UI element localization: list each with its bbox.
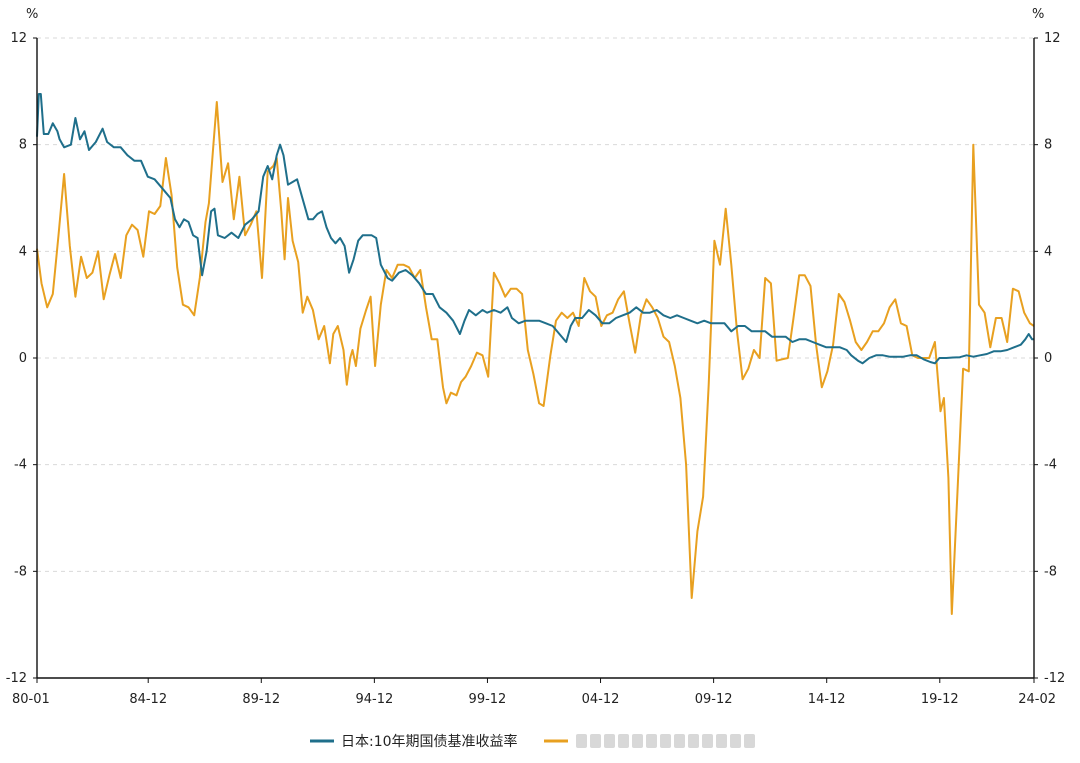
x-tick-label: 09-12 [695,692,733,707]
obscured-char [576,734,587,748]
legend-item-series-2 [544,734,755,748]
right-y-tick-label: 12 [1044,31,1061,46]
legend-label-series-2-obscured [576,734,755,748]
series-line-2 [36,101,1035,615]
right-y-tick-label: 4 [1044,244,1052,259]
obscured-char [604,734,615,748]
x-tick-label: 99-12 [469,692,507,707]
obscured-char [632,734,643,748]
right-y-tick-label: -4 [1044,458,1057,473]
x-tick-label: 94-12 [355,692,393,707]
obscured-char [674,734,685,748]
right-y-tick-label: 0 [1044,351,1052,366]
legend-item-series-1: 日本:10年期国债基准收益率 [310,733,518,750]
left-unit-label: % [26,7,38,22]
left-y-tick-label: 0 [19,351,27,366]
left-y-tick-label: 8 [19,138,27,153]
right-y-tick-labels: 12 8 4 0 -4 -8 -12 [1044,31,1065,686]
gridlines [37,37,1034,572]
left-y-tick-label: -4 [14,458,27,473]
right-y-tick-label: 8 [1044,138,1052,153]
left-y-tick-label: 4 [19,244,27,259]
series-line-1 [36,93,1034,365]
left-y-tick-label: -12 [6,671,27,686]
x-tick-label: 84-12 [129,692,167,707]
obscured-char [590,734,601,748]
axes [33,37,1038,683]
obscured-char [716,734,727,748]
legend: 日本:10年期国债基准收益率 [310,733,755,750]
left-y-tick-label: 12 [10,31,27,46]
right-y-tick-label: -8 [1044,564,1057,579]
right-y-tick-label: -12 [1044,671,1065,686]
x-tick-labels: 80-01 84-12 89-12 94-12 99-12 04-12 09-12 14-12… [12,692,1056,707]
x-tick-label: 19-12 [921,692,959,707]
x-tick-label: 04-12 [582,692,620,707]
right-unit-label: % [1032,7,1044,22]
obscured-char [660,734,671,748]
x-tick-label: 80-01 [12,692,50,707]
obscured-char [688,734,699,748]
obscured-char [730,734,741,748]
obscured-char [646,734,657,748]
left-y-tick-label: -8 [14,564,27,579]
x-tick-label: 14-12 [808,692,846,707]
obscured-char [702,734,713,748]
x-tick-label: 24-02 [1018,692,1056,707]
series-layer [36,93,1035,615]
legend-label-series-1: 日本:10年期国债基准收益率 [341,733,518,750]
obscured-char [618,734,629,748]
obscured-char [744,734,755,748]
left-y-tick-labels: 12 8 4 0 -4 -8 -12 [6,31,27,686]
x-tick-label: 89-12 [242,692,280,707]
